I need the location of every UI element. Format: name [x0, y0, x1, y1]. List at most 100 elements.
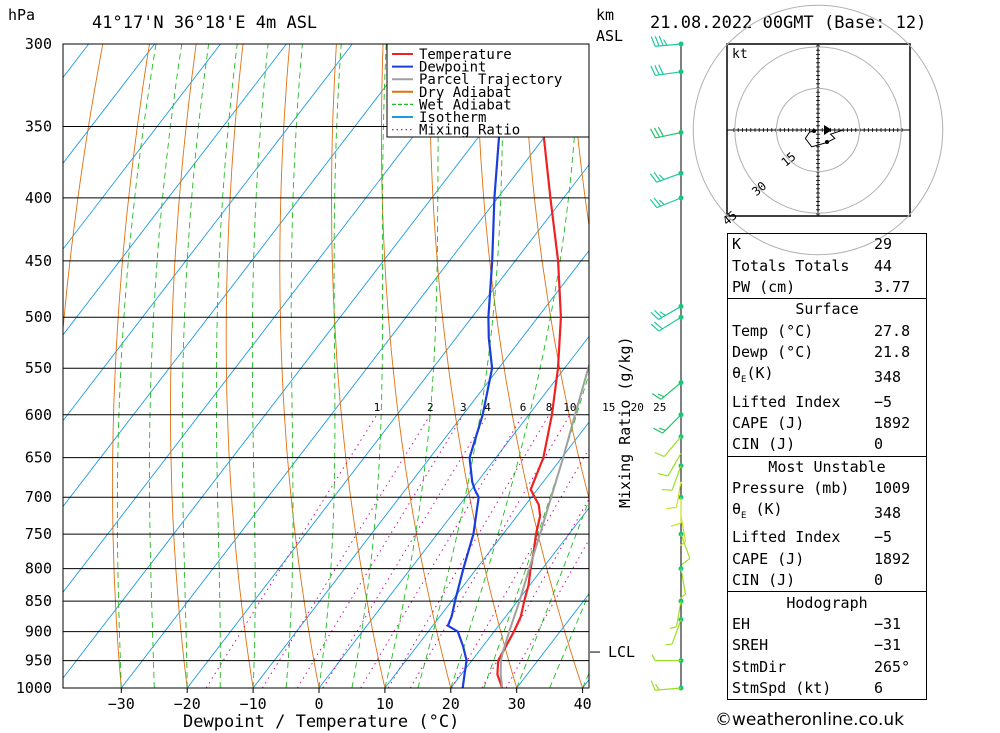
mixing-ratio-line — [205, 414, 378, 688]
surface-temp-label: Temp (°C) — [727, 320, 870, 342]
pressure-tick-label: 300 — [25, 35, 52, 53]
pressure-tick-label: 600 — [25, 406, 52, 424]
row-mu-title: Most Unstable — [727, 455, 927, 478]
dry-adiabat-line — [991, 44, 1000, 688]
pressure-unit-label: hPa — [8, 6, 35, 24]
pressure-tick-label: 950 — [25, 652, 52, 670]
run-title: 21.08.2022 00GMT (Base: 12) — [650, 13, 926, 33]
row-stmspd: StmSpd (kt) 6 — [727, 678, 927, 701]
isotherm-line — [318, 335, 589, 688]
tt-label: Totals Totals — [727, 255, 870, 277]
row-surface-cin: CIN (J) 0 — [727, 434, 927, 457]
wind-barb — [679, 515, 687, 547]
legend-label: Dewpoint — [419, 60, 486, 76]
x-tick-label: 10 — [376, 695, 394, 713]
mixing-ratio-value-label: 25 — [653, 401, 666, 414]
surface-dewp-label: Dewp (°C) — [727, 341, 870, 364]
row-surface-li: Lifted Index −5 — [727, 391, 927, 413]
mu-theta-value: 348 — [870, 499, 927, 528]
mixing-ratio-line — [322, 414, 489, 688]
wind-barb — [653, 414, 682, 434]
pressure-tick-label: 700 — [25, 488, 52, 506]
km-unit-label: km — [596, 6, 614, 24]
stmspd-value: 6 — [870, 678, 927, 701]
row-surface-theta: θE(K) 348 — [727, 363, 927, 392]
plot-frame — [62, 43, 590, 689]
isotherm-line — [63, 44, 155, 164]
wind-column: LCL — [590, 35, 691, 691]
mixing-ratio-axis-label: Mixing Ratio (g/kg) — [616, 336, 634, 508]
surface-title: Surface — [727, 298, 927, 321]
wet-adiabat-line — [516, 499, 589, 688]
surface-dewp-value: 21.8 — [870, 341, 927, 364]
theta-symbol: θ — [732, 364, 742, 383]
pw-label: PW (cm) — [727, 276, 870, 300]
x-tick-label: −10 — [240, 695, 267, 713]
theta-subscript: E — [741, 375, 747, 386]
wind-barb — [679, 568, 687, 599]
row-mu-cin: CIN (J) 0 — [727, 570, 927, 593]
x-tick-label: −30 — [108, 695, 135, 713]
storm-motion-arrow-icon — [824, 125, 832, 135]
pw-value: 3.77 — [870, 276, 927, 300]
wind-barb — [661, 465, 682, 491]
parcel-trajectory-profile — [499, 361, 589, 688]
pressure-tick-label: 550 — [25, 359, 52, 377]
wind-barb — [650, 680, 682, 691]
dry-adiabat-line — [225, 44, 254, 688]
mu-li-label: Lifted Index — [727, 527, 870, 549]
wet-adiabat-line — [549, 592, 589, 688]
asl-unit-label: ASL — [596, 27, 623, 45]
pressure-tick-label: 900 — [25, 623, 52, 641]
x-tick-label: 40 — [574, 695, 592, 713]
mixing-ratio-value-label: 1 — [374, 401, 381, 414]
wind-barb — [650, 64, 682, 77]
pressure-tick-label: 450 — [25, 252, 52, 270]
pressure-tick-label: 400 — [25, 189, 52, 207]
theta-unit: (K) — [746, 364, 774, 383]
pressure-tick-label: 1000 — [16, 679, 52, 697]
wind-barb — [650, 305, 682, 320]
legend-box — [386, 43, 590, 138]
wind-barb — [651, 654, 681, 662]
row-eh: EH −31 — [727, 613, 927, 636]
mixing-ratio-line — [261, 414, 431, 688]
mixing-ratio-value-label: 4 — [484, 401, 491, 414]
isotherm-line — [63, 44, 287, 336]
row-totals-totals: Totals Totals 44 — [727, 255, 927, 277]
surface-li-value: −5 — [870, 391, 927, 413]
legend-label: Mixing Ratio — [419, 123, 520, 139]
mixing-ratio-value-label: 3 — [460, 401, 467, 414]
row-pw: PW (cm) 3.77 — [727, 276, 927, 300]
row-sreh: SREH −31 — [727, 635, 927, 657]
wind-barb — [649, 172, 682, 183]
eh-value: −31 — [870, 613, 927, 636]
index-table: K 29 Totals Totals 44 PW (cm) 3.77 Surfa… — [727, 233, 927, 701]
mu-cin-label: CIN (J) — [727, 570, 870, 593]
isotherm-line — [63, 44, 551, 679]
surface-cape-value: 1892 — [870, 412, 927, 435]
legend-label: Dry Adiabat — [419, 85, 512, 101]
most-unstable-title: Most Unstable — [727, 455, 927, 478]
stmspd-label: StmSpd (kt) — [727, 678, 870, 701]
row-surface-cape: CAPE (J) 1892 — [727, 412, 927, 435]
mixing-ratio-value-label: 15 — [602, 401, 615, 414]
row-mu-li: Lifted Index −5 — [727, 527, 927, 549]
row-stmdir: StmDir 265° — [727, 656, 927, 679]
wind-barb — [650, 126, 682, 139]
dry-adiabat-line — [112, 44, 150, 688]
hodograph-unit-label: kt — [732, 47, 748, 62]
credit-text: ©weatheronline.co.uk — [715, 710, 905, 730]
wind-barb — [670, 497, 682, 527]
mixing-ratio-line — [505, 538, 589, 688]
row-mu-pressure: Pressure (mb) 1009 — [727, 477, 927, 500]
hodograph-point — [812, 129, 816, 133]
row-mu-cape: CAPE (J) 1892 — [727, 548, 927, 571]
tt-value: 44 — [870, 255, 927, 277]
x-tick-label: 30 — [508, 695, 526, 713]
row-surface-dewp: Dewp (°C) 21.8 — [727, 341, 927, 364]
pressure-tick-label: 800 — [25, 560, 52, 578]
dry-adiabat-line — [381, 44, 452, 688]
